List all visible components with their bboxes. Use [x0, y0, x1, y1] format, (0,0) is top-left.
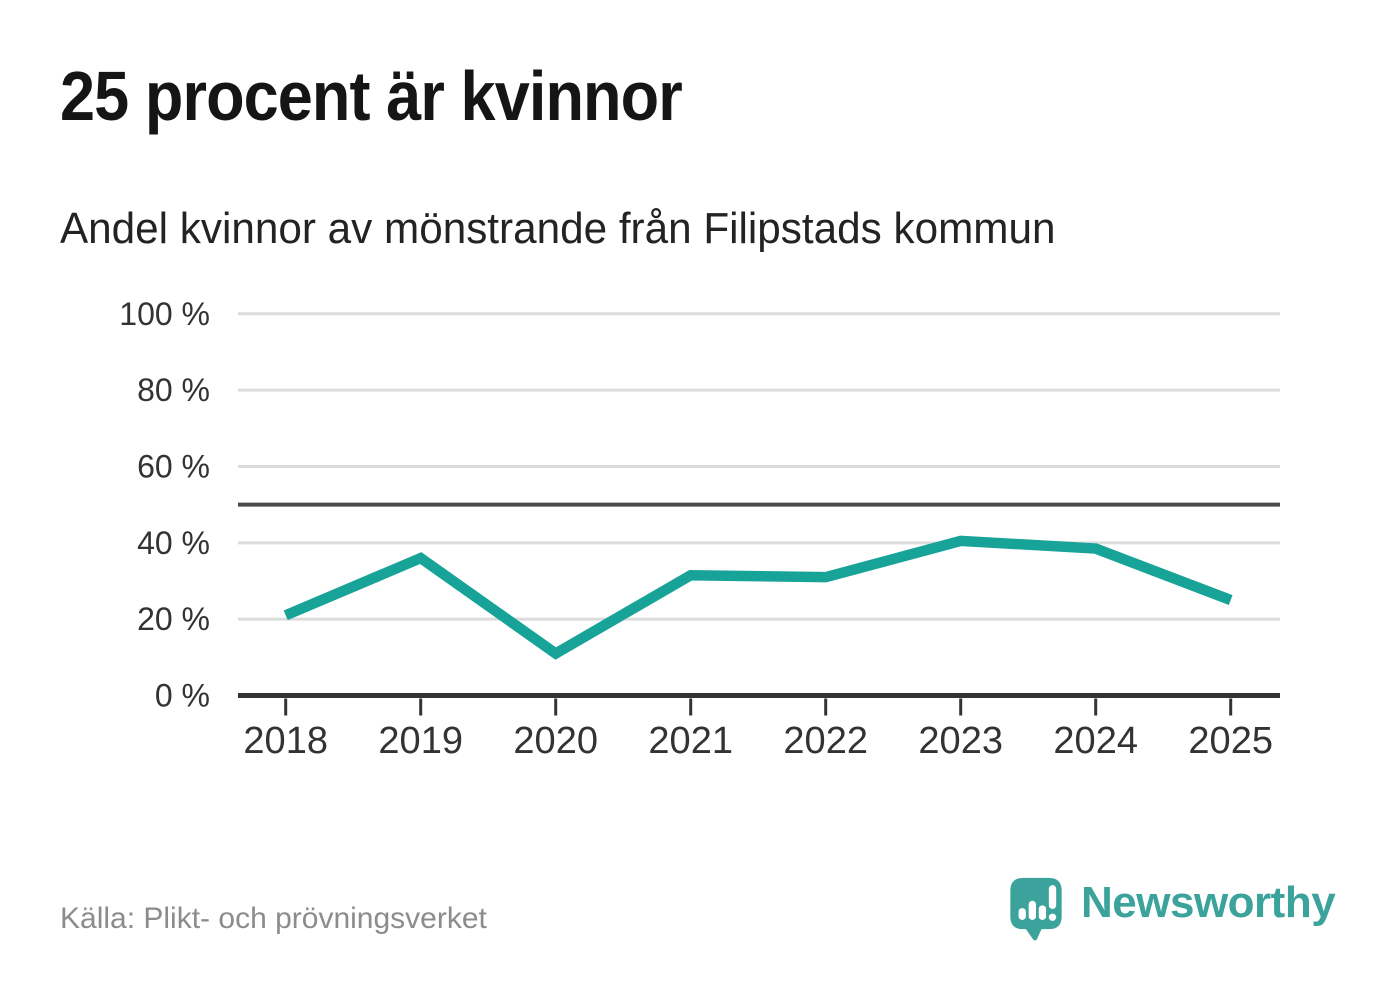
y-tick-label: 100 % [119, 296, 210, 332]
x-tick-label: 2021 [648, 720, 733, 762]
y-tick-label: 40 % [137, 525, 210, 561]
x-tick-label: 2019 [378, 720, 463, 762]
y-tick-label: 60 % [137, 448, 210, 484]
x-tick-label: 2022 [783, 720, 868, 762]
exclamation-bar [1048, 885, 1057, 909]
bar-small [1018, 908, 1026, 920]
newsworthy-logo-icon [1010, 877, 1062, 941]
x-tick-label: 2020 [513, 720, 598, 762]
y-tick-label: 20 % [137, 601, 210, 637]
y-tick-label: 0 % [155, 678, 210, 714]
page-title: 25 procent är kvinnor [60, 57, 683, 135]
source-note: Källa: Plikt- och prövningsverket [60, 902, 487, 935]
bar-tall [1028, 900, 1036, 920]
newsworthy-logo: Newsworthy [1008, 876, 1336, 942]
data-line-andel-kvinnor [283, 535, 1233, 660]
chart-subtitle: Andel kvinnor av mönstrande från Filipst… [60, 204, 1056, 253]
newsworthy-logo-text: Newsworthy [1081, 878, 1336, 927]
x-tick-label: 2018 [243, 720, 328, 762]
exclamation-dot [1048, 913, 1057, 921]
x-tick-label: 2024 [1053, 720, 1138, 762]
y-tick-label: 80 % [137, 372, 210, 408]
x-tick-label: 2023 [918, 720, 1003, 762]
bar-medium [1038, 905, 1047, 920]
x-tick-label: 2025 [1188, 720, 1273, 762]
